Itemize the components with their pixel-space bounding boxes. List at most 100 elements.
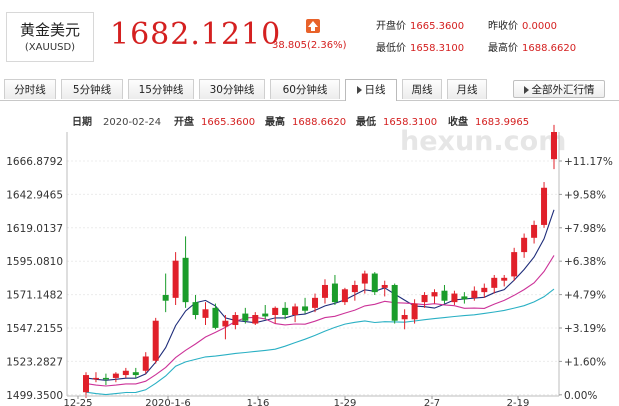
candle: [351, 280, 358, 301]
ohlc-info-line: 日期 2020-02-24 开盘 1665.3600 最高 1688.6620 最低 1658…: [72, 115, 529, 128]
candle: [451, 290, 458, 305]
caret-right-icon: [523, 86, 529, 94]
candle-body: [331, 283, 338, 303]
tab-30min[interactable]: 30分钟线: [199, 79, 265, 99]
open-label: 开盘价: [376, 21, 406, 32]
candle-body: [321, 284, 328, 298]
info-close-value: 1683.9965: [475, 117, 529, 128]
tab-monthly[interactable]: 月线: [447, 79, 487, 99]
candle: [331, 274, 338, 305]
prev-close-stat: 昨收价 0.0000: [488, 17, 557, 32]
candle-body: [491, 277, 498, 288]
candle-body: [282, 307, 289, 316]
candle-body: [152, 320, 159, 361]
info-high-label: 最高: [265, 115, 285, 128]
y-tick-label: 1619.0137: [6, 223, 63, 235]
candle: [102, 373, 109, 386]
candle-body: [83, 375, 89, 393]
candle-body: [521, 237, 528, 253]
ma20-line: [85, 288, 555, 396]
info-open-value: 1665.3600: [201, 117, 255, 128]
candle: [232, 312, 239, 330]
pct-tick-label: +4.79%: [564, 290, 606, 302]
candle: [371, 272, 378, 295]
candle: [292, 303, 299, 323]
candle-body: [461, 296, 468, 300]
candle: [182, 236, 189, 308]
tab-daily-label: 日线: [364, 84, 386, 96]
candle: [112, 372, 119, 383]
candle: [401, 309, 408, 330]
tab-60min[interactable]: 60分钟线: [270, 79, 340, 99]
candle-body: [192, 302, 199, 316]
candle: [152, 317, 159, 364]
tab-5min[interactable]: 5分钟线: [61, 79, 123, 99]
ma5-line: [85, 209, 555, 381]
candle-body: [292, 306, 299, 316]
candle: [83, 372, 89, 398]
x-tick-label: 12-25: [63, 398, 92, 406]
candle-body: [122, 370, 129, 376]
candle: [272, 306, 279, 324]
high-value: 1688.6620: [522, 43, 577, 54]
low-label: 最低价: [376, 43, 406, 54]
candle: [411, 299, 418, 324]
candle-body: [421, 294, 428, 303]
candle: [521, 233, 528, 258]
x-tick-label: 2-7: [424, 398, 440, 406]
candle-body: [242, 313, 249, 321]
y-tick-label: 1595.0810: [6, 256, 63, 268]
high-label: 最高价: [488, 43, 518, 54]
candle: [341, 287, 348, 305]
y-tick-label: 1547.2155: [6, 323, 63, 335]
instrument-code: (XAUUSD): [24, 42, 76, 53]
info-date-label: 日期: [72, 115, 92, 128]
candle-body: [92, 377, 99, 380]
candle-body: [531, 224, 538, 238]
info-low-value: 1658.3100: [383, 117, 437, 128]
candle-body: [202, 309, 209, 318]
candle: [431, 289, 438, 304]
tab-intraday[interactable]: 分时线: [4, 79, 56, 99]
x-tick-label: 1-29: [334, 398, 357, 406]
all-forex-button[interactable]: 全部外汇行情: [513, 80, 605, 98]
pct-tick-label: +6.38%: [564, 256, 606, 268]
candle: [242, 307, 249, 324]
instrument-name: 黄金美元: [19, 21, 80, 39]
open-stat: 开盘价 1665.3600: [376, 17, 464, 32]
candle: [142, 352, 149, 374]
candle: [282, 302, 289, 320]
candle: [461, 292, 468, 304]
candle-body: [172, 260, 179, 298]
candle: [212, 303, 219, 330]
candle: [222, 315, 229, 340]
candle: [511, 247, 518, 281]
tab-daily[interactable]: 日线: [345, 79, 397, 101]
candle-body: [431, 292, 438, 297]
y-tick-label: 1642.9465: [6, 189, 63, 201]
candle: [551, 124, 557, 170]
tab-weekly[interactable]: 周线: [402, 79, 442, 99]
watermark: hexun.com: [400, 126, 566, 157]
pct-tick-label: 0.00%: [564, 390, 597, 402]
tab-15min[interactable]: 15分钟线: [128, 79, 194, 99]
candle-body: [132, 372, 139, 376]
candle-body: [541, 187, 548, 225]
candle: [361, 270, 368, 294]
price-change: 38.805(2.36%): [272, 40, 347, 51]
candle: [391, 283, 398, 324]
candle: [252, 312, 259, 326]
pct-tick-label: +7.98%: [564, 223, 606, 235]
candle-body: [441, 290, 448, 301]
period-tabs: 分时线 5分钟线 15分钟线 30分钟线 60分钟线 日线 周线 月线: [0, 79, 619, 101]
candle-body: [162, 294, 169, 301]
candle-body: [182, 257, 189, 303]
candle-body: [272, 307, 279, 316]
info-date-value: 2020-02-24: [103, 117, 161, 128]
candle-body: [112, 373, 119, 378]
x-tick-label: 1-16: [247, 398, 270, 406]
candle: [262, 304, 269, 320]
candle-body: [222, 320, 229, 327]
prev-close-label: 昨收价: [488, 21, 518, 32]
